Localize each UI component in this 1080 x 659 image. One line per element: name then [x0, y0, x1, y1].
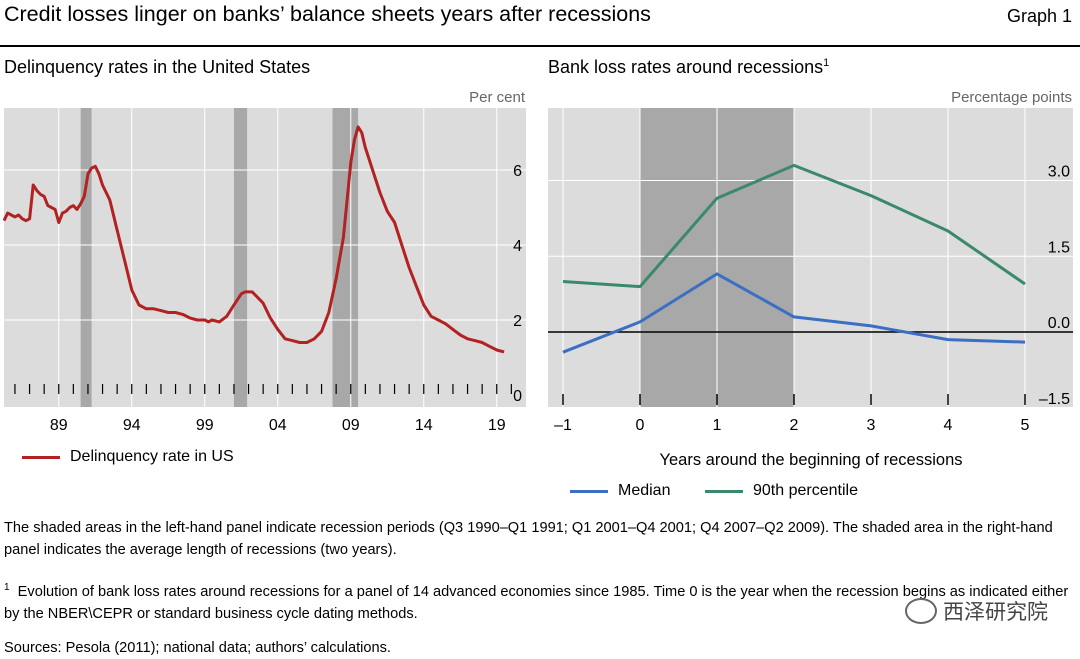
right-x-tick-3: 2 — [790, 417, 799, 434]
legend-swatch-delinquency — [22, 455, 60, 459]
left-y-tick-2: 4 — [513, 238, 522, 255]
right-x-axis-label: Years around the beginning of recessions — [659, 451, 963, 469]
right-y-tick-2: 1.5 — [1048, 239, 1070, 256]
right-x-tick-1: 0 — [636, 417, 645, 434]
left-x-tick-4: 09 — [342, 417, 360, 434]
right-plot-area — [548, 108, 1073, 407]
median-line — [562, 272, 1026, 354]
right-x-tick-6: 5 — [1021, 417, 1030, 434]
left-y-tick-0: 0 — [513, 388, 522, 405]
legend-label-median: Median — [618, 482, 671, 499]
wechat-icon — [905, 598, 937, 624]
left-x-tick-6: 19 — [488, 417, 506, 434]
legend-swatch-p90 — [705, 489, 743, 493]
title-rule — [0, 45, 1080, 47]
right-x-tick-0: –1 — [554, 417, 572, 434]
right-x-tick-2: 1 — [713, 417, 722, 434]
graph-number: Graph 1 — [1006, 6, 1072, 26]
right-x-tick-5: 4 — [944, 417, 953, 434]
legend-label-p90: 90th percentile — [753, 482, 858, 499]
legend-swatch-median — [570, 489, 608, 493]
left-y-tick-1: 2 — [513, 313, 522, 330]
right-y-tick-1: 0.0 — [1048, 315, 1070, 332]
left-x-tick-2: 99 — [196, 417, 214, 434]
right-y-tick-3: 3.0 — [1048, 164, 1070, 181]
left-legend: Delinquency rate in US — [22, 448, 234, 466]
left-recession-band-2 — [332, 108, 359, 407]
left-unit-label: Per cent — [469, 89, 525, 106]
left-x-tick-5: 14 — [415, 417, 433, 434]
right-x-tick-4: 3 — [867, 417, 876, 434]
shading-note: The shaded areas in the left-hand panel … — [4, 520, 1053, 558]
delinquency-rate-line — [2, 125, 505, 354]
right-unit-label: Percentage points — [951, 89, 1072, 106]
p90-line — [562, 163, 1026, 289]
left-x-tick-1: 94 — [123, 417, 141, 434]
left-panel-title: Delinquency rates in the United States — [4, 57, 311, 77]
right-legend-p90: 90th percentile — [705, 482, 858, 500]
watermark-text: 西泽研究院 — [943, 601, 1048, 624]
sources-note: Sources: Pesola (2011); national data; a… — [4, 640, 391, 656]
right-panel-title: Bank loss rates around recessions1 — [548, 57, 830, 77]
left-recession-band-1 — [233, 108, 248, 407]
footnote: 1 Evolution of bank loss rates around re… — [4, 582, 1069, 622]
right-y-tick-0: –1.5 — [1039, 391, 1070, 408]
watermark: 西泽研究院 — [905, 596, 1048, 626]
left-x-tick-0: 89 — [50, 417, 68, 434]
graph-title: Credit losses linger on banks’ balance s… — [4, 2, 651, 26]
left-recession-band-0 — [80, 108, 92, 407]
left-x-tick-3: 04 — [269, 417, 287, 434]
right-legend-median: Median — [570, 482, 670, 500]
legend-label-delinquency: Delinquency rate in US — [70, 448, 234, 465]
left-y-tick-3: 6 — [513, 163, 522, 180]
